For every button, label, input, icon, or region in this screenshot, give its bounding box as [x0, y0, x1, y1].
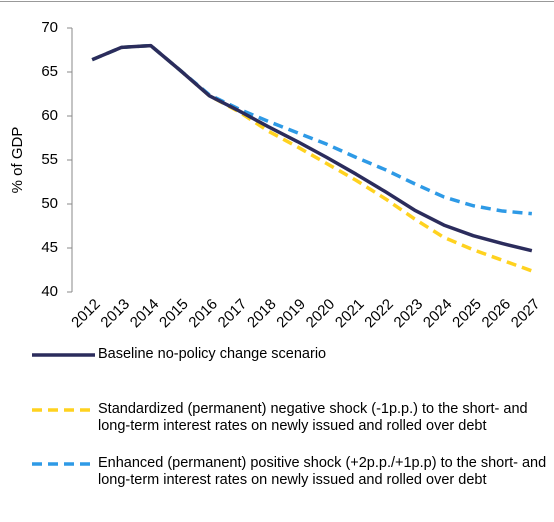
x-tick-label: 2025 [449, 296, 485, 332]
x-tick-label: 2015 [156, 296, 192, 332]
x-tick-label: 2016 [185, 296, 221, 332]
y-tick-label: 60 [41, 107, 58, 124]
series-line [91, 43, 533, 253]
x-tick-label: 2026 [479, 296, 515, 332]
series-line [91, 43, 533, 216]
x-tick-label: 2024 [420, 296, 456, 332]
series-line [91, 43, 533, 273]
x-tick-label: 2014 [127, 296, 163, 332]
legend-label: Baseline no-policy change scenario [98, 346, 327, 362]
y-tick-label: 55 [41, 151, 58, 168]
x-tick-label: 2021 [332, 296, 368, 332]
legend-label: Enhanced (permanent) positive shock (+2p… [98, 455, 547, 488]
y-axis-label: % of GDP [9, 127, 26, 194]
y-tick-label: 70 [41, 19, 58, 36]
y-tick-label: 40 [41, 283, 58, 300]
legend-label: Standardized (permanent) negative shock … [98, 401, 528, 434]
y-tick-label: 50 [41, 195, 58, 212]
x-tick-label: 2017 [215, 296, 251, 332]
x-tick-label: 2019 [273, 296, 309, 332]
x-tick-label: 2012 [68, 296, 104, 332]
x-tick-label: 2013 [97, 296, 133, 332]
x-tick-label: 2020 [303, 296, 339, 332]
x-tick-label: 2018 [244, 296, 280, 332]
x-tick-label: 2027 [508, 296, 544, 332]
x-tick-label: 2022 [361, 296, 397, 332]
y-tick-label: 45 [41, 239, 58, 256]
x-tick-label: 2023 [391, 296, 427, 332]
y-tick-label: 65 [41, 63, 58, 80]
